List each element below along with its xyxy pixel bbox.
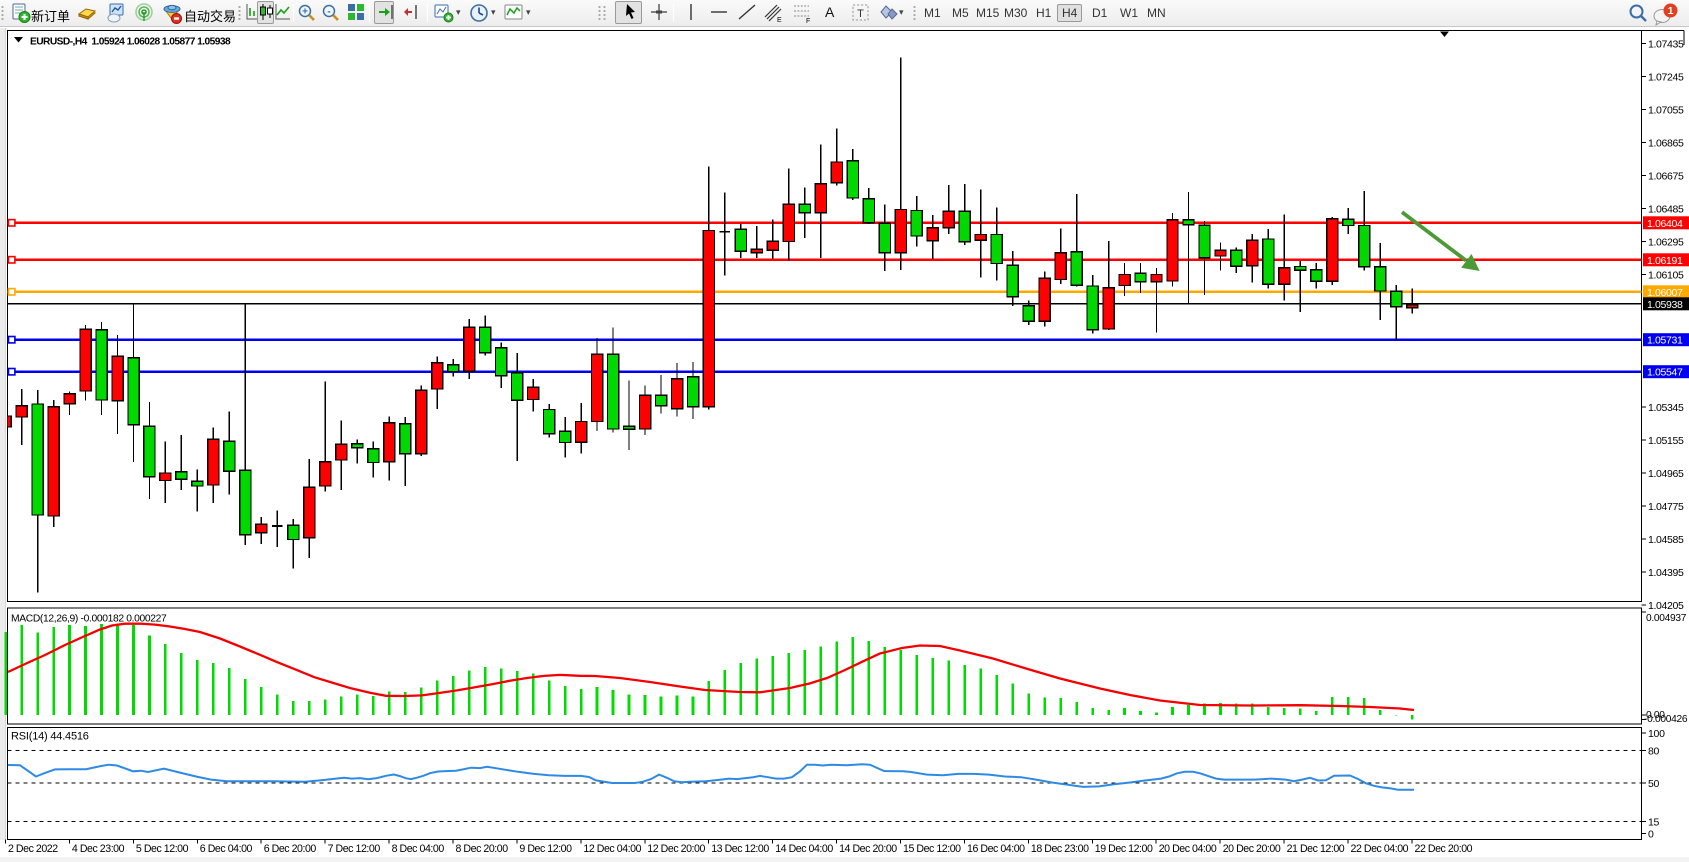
svg-text:RSI(14) 44.4516: RSI(14) 44.4516 (11, 731, 89, 743)
svg-text:MACD(12,26,9) -0.000182 0.0002: MACD(12,26,9) -0.000182 0.000227 (11, 614, 167, 625)
svg-text:2 Dec 2022: 2 Dec 2022 (8, 843, 58, 855)
svg-text:1.06865: 1.06865 (1648, 138, 1684, 150)
svg-text:8 Dec 04:00: 8 Dec 04:00 (392, 843, 445, 855)
svg-text:20 Dec 20:00: 20 Dec 20:00 (1223, 843, 1281, 855)
svg-text:100: 100 (1648, 728, 1665, 740)
svg-text:1.06007: 1.06007 (1647, 287, 1683, 299)
svg-text:1.05547: 1.05547 (1647, 367, 1683, 379)
svg-text:1.05731: 1.05731 (1647, 335, 1683, 347)
svg-text:1.06485: 1.06485 (1648, 204, 1684, 216)
svg-text:1.04585: 1.04585 (1648, 534, 1684, 546)
svg-text:1.06105: 1.06105 (1648, 270, 1684, 282)
svg-text:8 Dec 20:00: 8 Dec 20:00 (456, 843, 509, 855)
svg-text:19 Dec 12:00: 19 Dec 12:00 (1095, 843, 1153, 855)
svg-text:22 Dec 04:00: 22 Dec 04:00 (1351, 843, 1409, 855)
svg-text:1.04775: 1.04775 (1648, 501, 1684, 513)
svg-text:7 Dec 12:00: 7 Dec 12:00 (328, 843, 381, 855)
svg-text:1.06675: 1.06675 (1648, 171, 1684, 183)
svg-text:1.05155: 1.05155 (1648, 435, 1684, 447)
svg-text:1.05345: 1.05345 (1648, 402, 1684, 414)
svg-text:12 Dec 04:00: 12 Dec 04:00 (583, 843, 641, 855)
svg-text:6 Dec 04:00: 6 Dec 04:00 (200, 843, 253, 855)
svg-text:21 Dec 12:00: 21 Dec 12:00 (1287, 843, 1345, 855)
svg-text:1: 1 (1668, 5, 1674, 17)
svg-text:15 Dec 12:00: 15 Dec 12:00 (903, 843, 961, 855)
svg-text:-: - (327, 7, 330, 18)
svg-text:+: + (302, 7, 308, 18)
svg-text:1.07245: 1.07245 (1648, 72, 1684, 84)
svg-text:F: F (806, 18, 810, 23)
svg-text:0.00: 0.00 (1646, 710, 1665, 721)
svg-text:15: 15 (1648, 817, 1660, 829)
svg-text:-0.000426: -0.000426 (1644, 714, 1688, 725)
svg-text:12 Dec 20:00: 12 Dec 20:00 (647, 843, 705, 855)
svg-text:1.06404: 1.06404 (1647, 218, 1683, 230)
svg-text:5 Dec 12:00: 5 Dec 12:00 (136, 843, 189, 855)
svg-text:EURUSD-,H4 1.05924 1.06028 1.: EURUSD-,H4 1.05924 1.06028 1.05877 1.059… (30, 37, 231, 48)
svg-text:E: E (777, 17, 782, 23)
svg-text:18 Dec 23:00: 18 Dec 23:00 (1031, 843, 1089, 855)
svg-text:T: T (857, 8, 864, 20)
svg-text:1.04205: 1.04205 (1648, 600, 1684, 612)
svg-text:50: 50 (1648, 778, 1660, 790)
svg-text:1.06295: 1.06295 (1648, 237, 1684, 249)
svg-text:14 Dec 04:00: 14 Dec 04:00 (775, 843, 833, 855)
svg-text:4 Dec 23:00: 4 Dec 23:00 (72, 843, 125, 855)
svg-text:1.07435: 1.07435 (1648, 39, 1684, 51)
svg-text:9 Dec 12:00: 9 Dec 12:00 (519, 843, 572, 855)
svg-text:1.06191: 1.06191 (1647, 255, 1683, 267)
svg-text:0: 0 (1648, 829, 1654, 841)
svg-text:1.04965: 1.04965 (1648, 468, 1684, 480)
svg-text:1.04395: 1.04395 (1648, 567, 1684, 579)
svg-text:13 Dec 12:00: 13 Dec 12:00 (711, 843, 769, 855)
svg-text:20 Dec 04:00: 20 Dec 04:00 (1159, 843, 1217, 855)
svg-text:0.004937: 0.004937 (1646, 613, 1687, 624)
svg-text:6 Dec 20:00: 6 Dec 20:00 (264, 843, 317, 855)
svg-text:16 Dec 04:00: 16 Dec 04:00 (967, 843, 1025, 855)
svg-text:1.05938: 1.05938 (1647, 299, 1683, 311)
svg-text:22 Dec 20:00: 22 Dec 20:00 (1415, 843, 1473, 855)
svg-text:14 Dec 20:00: 14 Dec 20:00 (839, 843, 897, 855)
svg-text:80: 80 (1648, 746, 1660, 758)
svg-text:1.07055: 1.07055 (1648, 105, 1684, 117)
